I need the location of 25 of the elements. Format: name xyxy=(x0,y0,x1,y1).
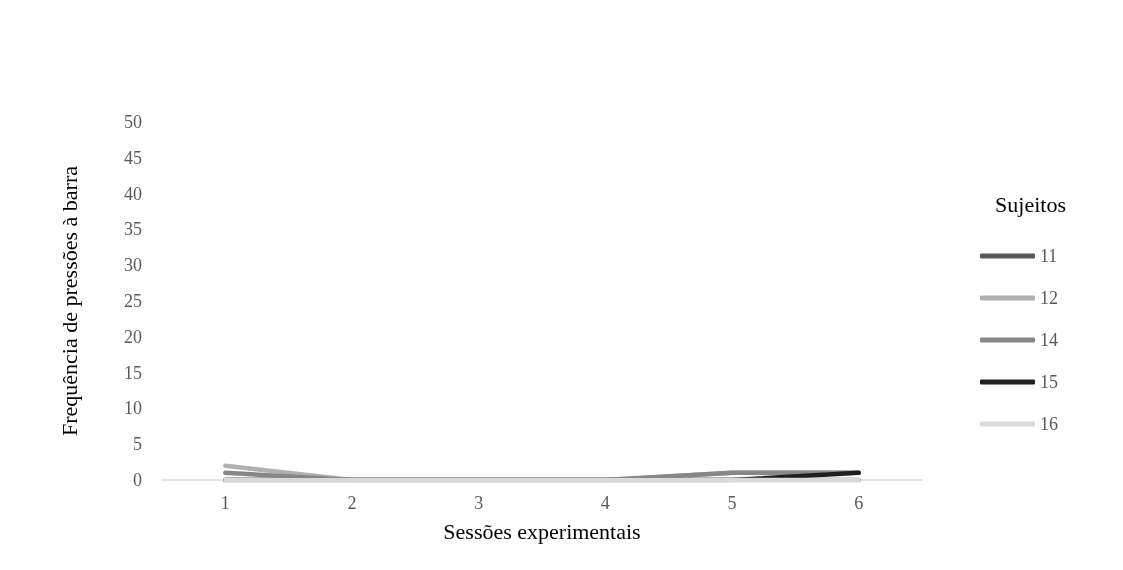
y-tick-label: 0 xyxy=(133,470,142,490)
y-tick-label: 5 xyxy=(133,434,142,455)
x-tick-label: 1 xyxy=(220,493,230,513)
y-tick-label: 25 xyxy=(124,291,142,311)
y-axis-title: Frequência de pressões à barra xyxy=(56,165,82,436)
x-tick-label: 3 xyxy=(474,493,484,513)
y-tick-label: 35 xyxy=(124,219,142,240)
x-tick-label: 6 xyxy=(854,493,864,513)
y-tick-label: 50 xyxy=(124,112,142,132)
legend-label: 14 xyxy=(1040,330,1058,350)
y-tick-label: 20 xyxy=(124,326,142,347)
y-tick-label: 15 xyxy=(124,362,142,383)
legend-label: 12 xyxy=(1040,288,1058,308)
legend-label: 15 xyxy=(1040,372,1058,392)
legend-title: Sujeitos xyxy=(995,191,1067,217)
x-tick-label: 4 xyxy=(600,493,610,513)
legend-label: 16 xyxy=(1040,414,1058,434)
y-tick-label: 45 xyxy=(124,147,142,168)
legend-label: 11 xyxy=(1040,246,1058,266)
x-tick-label: 5 xyxy=(727,493,737,513)
y-tick-label: 30 xyxy=(124,255,142,276)
x-tick-label: 2 xyxy=(347,493,357,513)
y-tick-label: 40 xyxy=(124,183,142,204)
x-axis-title: Sessões experimentais xyxy=(443,518,641,544)
y-tick-label: 10 xyxy=(124,398,142,419)
